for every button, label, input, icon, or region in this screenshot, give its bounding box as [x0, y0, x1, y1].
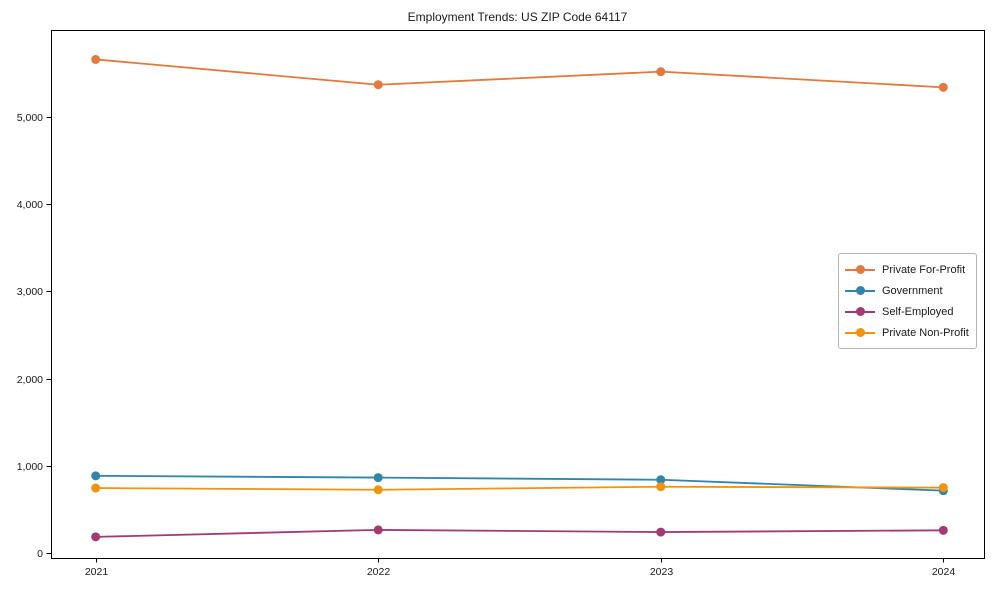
- legend-label: Government: [882, 284, 943, 297]
- y-tick-label: 2,000: [17, 374, 43, 386]
- legend-item-private-for-profit: Private For-Profit: [845, 259, 969, 280]
- data-point-private-non-profit-2022: [373, 485, 383, 495]
- legend-item-government: Government: [845, 280, 969, 301]
- y-tick-label: 4,000: [17, 199, 43, 211]
- plot-border: [51, 30, 985, 559]
- data-point-private-for-profit-2024: [938, 82, 948, 92]
- x-tick-label-2024: 2024: [932, 566, 956, 578]
- series-line-private-non-profit: [94, 485, 945, 491]
- legend-marker-icon: [845, 328, 875, 337]
- legend-dot-icon: [855, 286, 865, 295]
- data-point-private-non-profit-2021: [91, 483, 101, 493]
- x-tick-label-2023: 2023: [650, 566, 674, 578]
- data-point-government-2023: [656, 475, 666, 485]
- legend-item-self-employed: Self-Employed: [845, 301, 969, 322]
- data-point-private-for-profit-2021: [91, 54, 101, 64]
- legend-item-private-non-profit: Private Non-Profit: [845, 322, 969, 343]
- y-tick-label: 5,000: [17, 112, 43, 124]
- data-point-self-employed-2021: [91, 532, 101, 542]
- legend-dot-icon: [855, 307, 865, 316]
- legend: Private For-Profit Government Self-Employe…: [838, 253, 977, 349]
- data-point-private-for-profit-2022: [373, 80, 383, 90]
- series-line-private-for-profit: [94, 58, 945, 89]
- y-tick-label: 3,000: [17, 286, 43, 298]
- chart-title: Employment Trends: US ZIP Code 64117: [407, 10, 628, 24]
- data-point-private-for-profit-2023: [656, 67, 666, 77]
- data-point-self-employed-2022: [373, 525, 383, 535]
- legend-marker-icon: [845, 265, 875, 274]
- legend-label: Private Non-Profit: [882, 326, 969, 339]
- legend-dot-icon: [855, 265, 865, 274]
- y-tick-label: 1,000: [17, 461, 43, 473]
- x-tick-label-2022: 2022: [367, 566, 391, 578]
- legend-marker-icon: [845, 307, 875, 316]
- data-point-self-employed-2023: [656, 527, 666, 537]
- legend-label: Self-Employed: [882, 305, 954, 318]
- data-point-government-2022: [373, 473, 383, 483]
- y-tick-label: 0: [37, 548, 43, 560]
- data-point-private-non-profit-2023: [656, 482, 666, 492]
- data-point-private-non-profit-2024: [938, 483, 948, 493]
- legend-marker-icon: [845, 286, 875, 295]
- legend-dot-icon: [855, 328, 865, 337]
- series-line-self-employed: [94, 528, 945, 538]
- series-line-government: [94, 474, 945, 492]
- data-point-self-employed-2024: [938, 525, 948, 535]
- x-tick-label-2021: 2021: [85, 566, 109, 578]
- data-point-government-2021: [91, 471, 101, 481]
- legend-label: Private For-Profit: [882, 263, 966, 276]
